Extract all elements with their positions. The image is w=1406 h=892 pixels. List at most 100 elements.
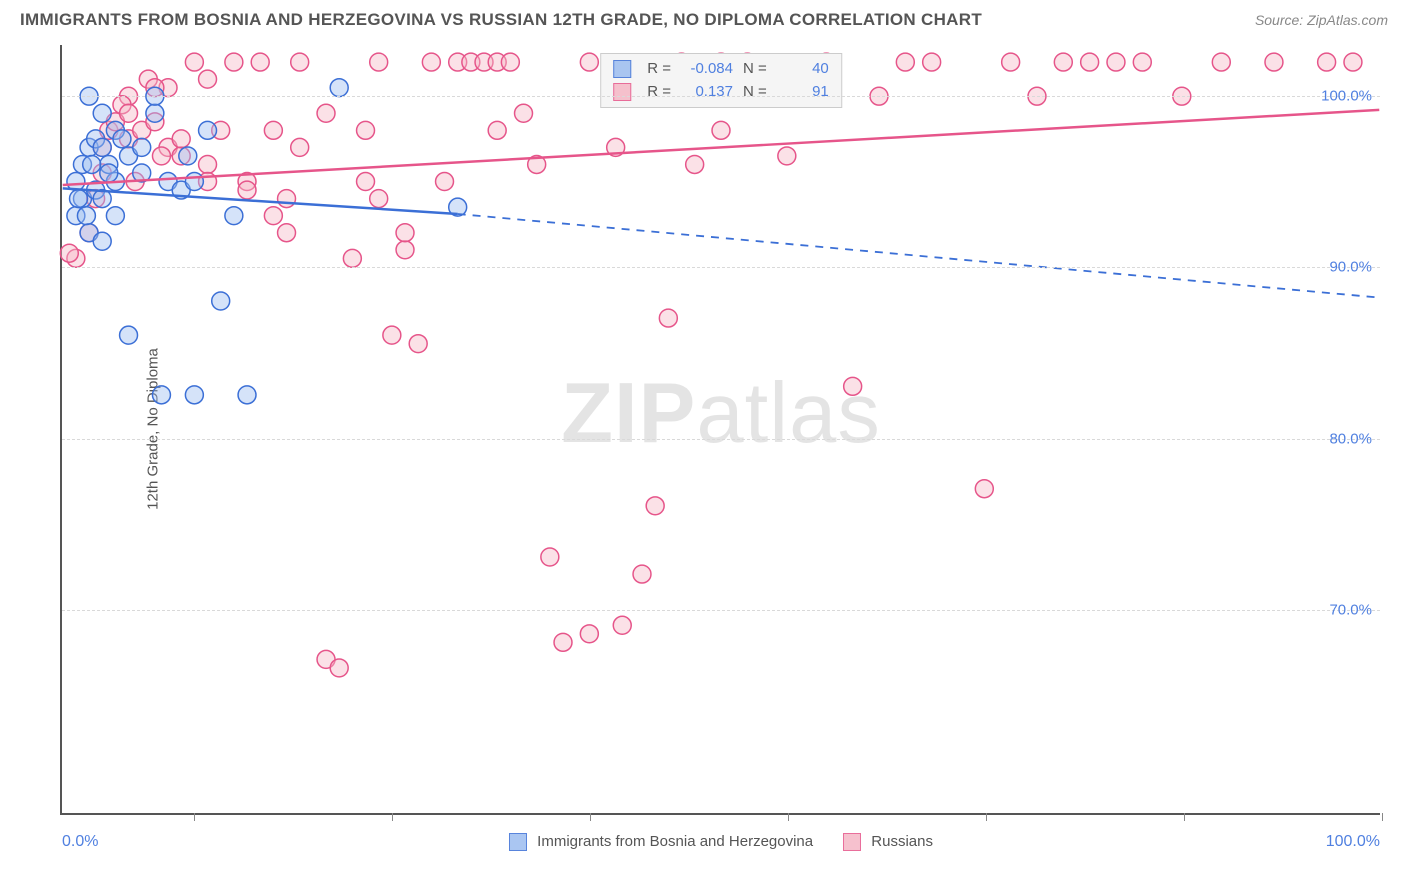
scatter-point xyxy=(488,121,506,139)
r-label: R = xyxy=(647,58,671,81)
scatter-point xyxy=(1002,53,1020,71)
scatter-point xyxy=(1318,53,1336,71)
plot-area: 12th Grade, No Diploma ZIPatlas R = -0.0… xyxy=(60,45,1380,815)
scatter-point xyxy=(422,53,440,71)
n-label: N = xyxy=(743,58,767,81)
legend-row-series2: R = 0.137 N = 91 xyxy=(613,81,829,104)
scatter-point xyxy=(152,386,170,404)
scatter-point xyxy=(436,173,454,191)
scatter-point xyxy=(225,53,243,71)
x-axis-min-label: 0.0% xyxy=(62,833,98,851)
scatter-point xyxy=(83,155,101,173)
scatter-point xyxy=(580,53,598,71)
scatter-point xyxy=(613,616,631,634)
legend-item-series2: Russians xyxy=(843,833,933,851)
scatter-point xyxy=(106,207,124,225)
scatter-point xyxy=(778,147,796,165)
scatter-point xyxy=(113,130,131,148)
regression-extrapolation-series1 xyxy=(458,214,1380,298)
scatter-point xyxy=(291,138,309,156)
scatter-point xyxy=(515,104,533,122)
scatter-point xyxy=(1107,53,1125,71)
gridline xyxy=(62,610,1380,611)
source-attribution: Source: ZipAtlas.com xyxy=(1255,12,1388,28)
scatter-point xyxy=(409,335,427,353)
scatter-point xyxy=(357,173,375,191)
r-value-series1: -0.084 xyxy=(681,58,733,81)
scatter-point xyxy=(93,232,111,250)
scatter-point xyxy=(238,386,256,404)
scatter-point xyxy=(975,480,993,498)
scatter-point xyxy=(1344,53,1362,71)
y-tick-label: 70.0% xyxy=(1329,601,1372,618)
x-tick xyxy=(392,813,393,821)
scatter-point xyxy=(844,377,862,395)
scatter-point xyxy=(185,53,203,71)
legend-item-series1: Immigrants from Bosnia and Herzegovina xyxy=(509,833,813,851)
scatter-point xyxy=(264,207,282,225)
scatter-point xyxy=(501,53,519,71)
scatter-point xyxy=(199,155,217,173)
gridline xyxy=(62,439,1380,440)
scatter-point xyxy=(70,190,88,208)
scatter-point xyxy=(212,292,230,310)
chart-svg xyxy=(62,45,1380,813)
scatter-point xyxy=(659,309,677,327)
scatter-point xyxy=(712,121,730,139)
swatch-series1-icon xyxy=(613,60,631,78)
legend-label-series2: Russians xyxy=(871,833,933,850)
scatter-point xyxy=(146,104,164,122)
scatter-point xyxy=(278,190,296,208)
x-tick xyxy=(590,813,591,821)
scatter-point xyxy=(541,548,559,566)
n-value-series2: 91 xyxy=(777,81,829,104)
scatter-point xyxy=(291,53,309,71)
n-label: N = xyxy=(743,81,767,104)
y-tick-label: 100.0% xyxy=(1321,88,1372,105)
r-label: R = xyxy=(647,81,671,104)
scatter-point xyxy=(77,207,95,225)
scatter-point xyxy=(646,497,664,515)
x-tick xyxy=(1184,813,1185,821)
gridline xyxy=(62,267,1380,268)
swatch-series2-icon xyxy=(843,833,861,851)
scatter-point xyxy=(396,224,414,242)
scatter-point xyxy=(120,104,138,122)
scatter-point xyxy=(396,241,414,259)
scatter-point xyxy=(172,130,190,148)
x-tick xyxy=(788,813,789,821)
scatter-point xyxy=(251,53,269,71)
scatter-point xyxy=(93,138,111,156)
scatter-point xyxy=(633,565,651,583)
chart-title: IMMIGRANTS FROM BOSNIA AND HERZEGOVINA V… xyxy=(20,10,982,30)
scatter-point xyxy=(580,625,598,643)
scatter-point xyxy=(330,79,348,97)
x-tick xyxy=(986,813,987,821)
swatch-series1-icon xyxy=(509,833,527,851)
scatter-point xyxy=(923,53,941,71)
scatter-point xyxy=(1081,53,1099,71)
scatter-point xyxy=(199,121,217,139)
scatter-point xyxy=(238,181,256,199)
legend-row-series1: R = -0.084 N = 40 xyxy=(613,58,829,81)
legend-label-series1: Immigrants from Bosnia and Herzegovina xyxy=(537,833,813,850)
legend-correlation-box: R = -0.084 N = 40 R = 0.137 N = 91 xyxy=(600,53,842,108)
scatter-point xyxy=(1265,53,1283,71)
x-tick xyxy=(194,813,195,821)
scatter-point xyxy=(370,190,388,208)
scatter-point xyxy=(120,326,138,344)
scatter-point xyxy=(100,164,118,182)
scatter-point xyxy=(93,104,111,122)
scatter-point xyxy=(330,659,348,677)
scatter-point xyxy=(317,104,335,122)
legend-bottom: Immigrants from Bosnia and Herzegovina R… xyxy=(509,833,933,851)
scatter-point xyxy=(383,326,401,344)
scatter-point xyxy=(225,207,243,225)
scatter-point xyxy=(179,147,197,165)
scatter-point xyxy=(1133,53,1151,71)
scatter-point xyxy=(1054,53,1072,71)
scatter-point xyxy=(686,155,704,173)
scatter-point xyxy=(185,386,203,404)
n-value-series1: 40 xyxy=(777,58,829,81)
scatter-point xyxy=(60,244,78,262)
